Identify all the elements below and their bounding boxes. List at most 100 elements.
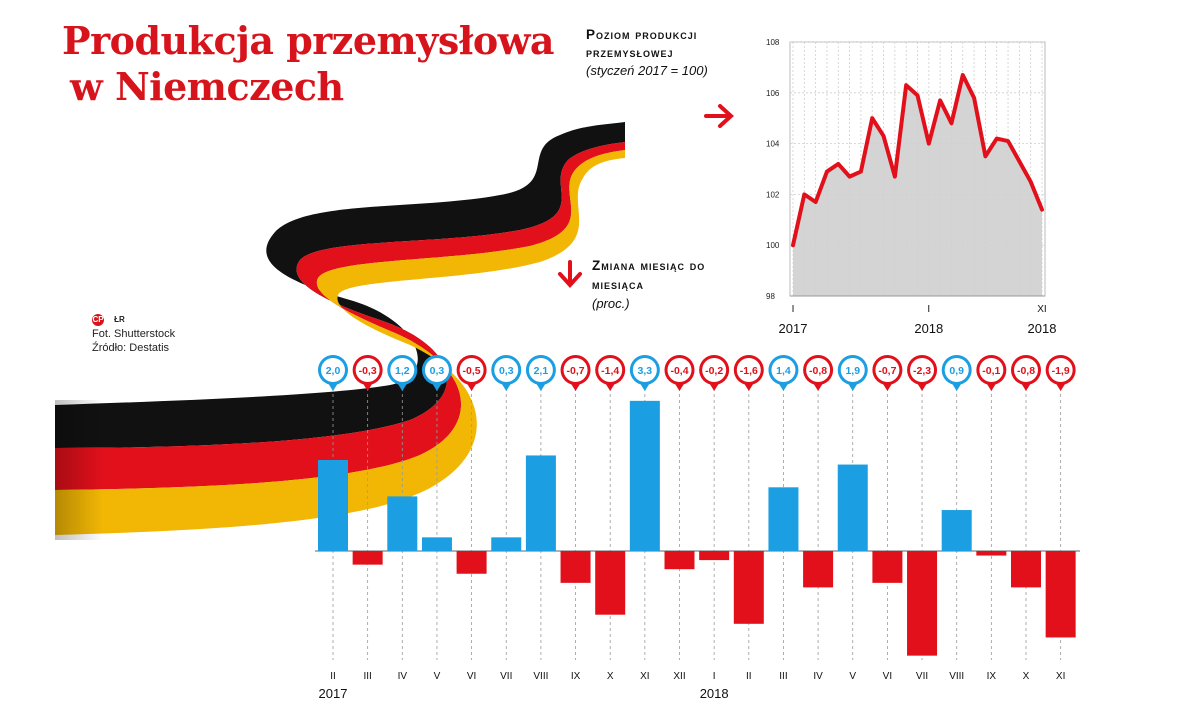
level-x-year-label: 2018 [914, 321, 943, 336]
change-bar [595, 551, 626, 615]
value-pin-tip [362, 383, 373, 391]
value-pin-inner [979, 358, 1004, 382]
change-bar [664, 551, 695, 570]
value-pin-tip [431, 383, 442, 391]
change-bar [525, 455, 556, 551]
change-x-tick-label: III [363, 671, 371, 682]
value-pin-tip [328, 383, 338, 391]
level-y-tick-label: 102 [766, 190, 780, 199]
change-x-tick-label: IX [987, 671, 997, 682]
change-x-tick-label: V [849, 671, 856, 682]
value-pin-inner [632, 358, 657, 382]
value-pin-tip [813, 383, 824, 391]
value-pin-tip [466, 383, 477, 391]
change-x-tick-label: X [607, 671, 614, 682]
change-x-tick-label: II [330, 671, 336, 682]
change-year-label: 2017 [319, 686, 348, 701]
change-value-label: 3,3 [638, 365, 653, 377]
value-pin-tip [535, 383, 546, 391]
change-value-label: -0,8 [809, 365, 827, 377]
level-x-tick-label: XI [1037, 304, 1046, 315]
change-x-tick-label: VII [916, 671, 928, 682]
change-bar [560, 551, 591, 583]
change-x-tick-label: IV [398, 671, 408, 682]
value-pin-inner [771, 358, 796, 382]
value-pin-inner [355, 358, 380, 382]
change-value-label: 2,1 [534, 365, 549, 377]
logo-icon: CP [92, 314, 104, 326]
level-x-tick-label: I [792, 304, 795, 315]
value-pin-inner [459, 358, 484, 382]
change-bar [976, 551, 1007, 556]
value-pin-inner [875, 358, 900, 382]
change-x-tick-label: V [434, 671, 441, 682]
change-x-tick-label: II [746, 671, 752, 682]
value-pin-inner [840, 358, 865, 382]
value-pin-tip [1055, 383, 1066, 391]
change-value-label: -0,7 [567, 365, 585, 377]
value-pin-tip [986, 383, 997, 391]
change-bar [907, 551, 938, 656]
change-value-label: -0,4 [670, 365, 688, 377]
level-y-tick-label: 108 [766, 38, 780, 47]
change-value-label: -0,7 [878, 365, 896, 377]
change-bar [941, 510, 972, 551]
change-value-label: -0,3 [359, 365, 377, 377]
title-line-1: Produkcja przemysłowa [62, 18, 555, 63]
change-value-label: 1,2 [395, 365, 410, 377]
change-x-tick-label: VIII [533, 671, 548, 682]
change-value-label: -1,6 [740, 365, 758, 377]
level-x-year-label: 2018 [1028, 321, 1057, 336]
change-bar [421, 537, 452, 551]
value-pin-tip [709, 383, 720, 391]
change-value-label: -1,4 [601, 365, 619, 377]
change-chart-subtitle: (proc.) [592, 296, 630, 311]
title-line-2: w Niemczech [70, 64, 344, 109]
value-pin-tip [1021, 383, 1031, 391]
change-x-tick-label: XI [1056, 671, 1065, 682]
change-value-label: -0,2 [705, 365, 723, 377]
change-bar [768, 487, 799, 551]
change-x-tick-label: VII [500, 671, 512, 682]
value-pin-tip [570, 383, 581, 391]
level-x-tick-label: I [927, 304, 930, 315]
level-chart-title: Poziom produkcji przemysłowej (styczeń 2… [586, 26, 756, 80]
change-x-tick-label: X [1023, 671, 1030, 682]
change-bar [872, 551, 903, 583]
change-value-label: 1,4 [776, 365, 791, 377]
change-value-label: 0,9 [949, 365, 964, 377]
level-y-tick-label: 104 [766, 140, 780, 149]
level-y-tick-label: 98 [766, 292, 775, 301]
value-pin-tip [501, 383, 512, 391]
change-x-tick-label: XII [673, 671, 685, 682]
value-pin-inner [494, 358, 519, 382]
change-x-tick-label: VIII [949, 671, 964, 682]
change-bar [1011, 551, 1041, 588]
change-x-tick-label: VI [883, 671, 892, 682]
photo-credit: Fot. Shutterstock [92, 328, 176, 340]
credits: CP ŁR Fot. Shutterstock Źródło: Destatis [92, 312, 175, 355]
value-pin-inner [598, 358, 623, 382]
value-pin-tip [743, 383, 754, 391]
value-pin-tip [639, 383, 650, 391]
author-initials: ŁR [114, 315, 125, 324]
change-x-tick-label: I [713, 671, 716, 682]
change-x-tick-label: XI [640, 671, 649, 682]
value-pin-inner [806, 358, 831, 382]
value-pin-tip [951, 383, 962, 391]
value-pin-inner [944, 358, 969, 382]
change-value-label: -1,9 [1052, 365, 1070, 377]
value-pin-inner [528, 358, 553, 382]
value-pin-inner [702, 358, 727, 382]
value-pin-inner [1048, 358, 1073, 382]
change-bar [491, 537, 522, 551]
value-pin-inner [1014, 358, 1038, 382]
change-x-tick-label: III [779, 671, 787, 682]
change-bar [699, 551, 730, 561]
change-value-label: -2,3 [913, 365, 931, 377]
change-year-label: 2018 [700, 686, 729, 701]
credits-logo-line: CP ŁR [92, 312, 175, 327]
change-value-label: 0,3 [430, 365, 445, 377]
level-x-year-label: 2017 [779, 321, 808, 336]
change-value-label: -0,1 [982, 365, 1000, 377]
